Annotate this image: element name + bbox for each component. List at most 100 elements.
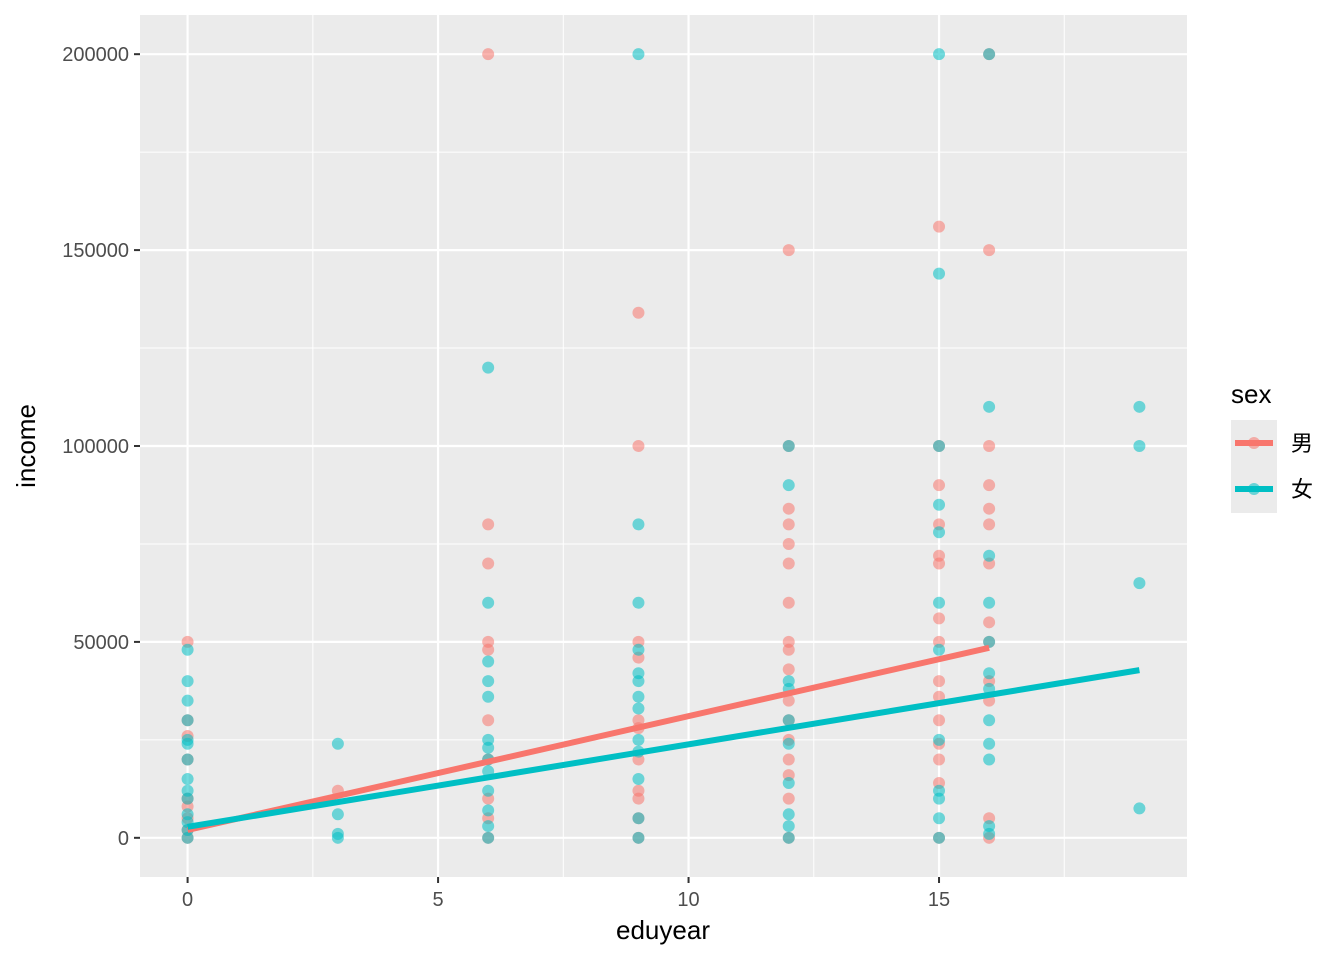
data-point (482, 361, 495, 374)
data-points (181, 48, 1146, 844)
data-point (331, 808, 344, 821)
data-point (782, 776, 795, 789)
data-point (983, 737, 996, 750)
data-point (933, 440, 946, 452)
x-tick-label: 0 (182, 889, 193, 911)
data-point (482, 820, 495, 833)
data-point (933, 557, 946, 570)
fit-lines (186, 644, 1140, 833)
data-point (933, 267, 946, 280)
data-point (632, 690, 645, 703)
y-tick-label: 50000 (73, 632, 129, 654)
data-point (983, 502, 996, 515)
data-point (983, 827, 996, 840)
data-point (933, 612, 946, 625)
data-point (983, 616, 996, 629)
data-point (632, 440, 645, 452)
data-point (181, 792, 194, 805)
x-tick-label: 15 (928, 889, 950, 911)
data-point (933, 526, 946, 539)
data-point (181, 694, 194, 707)
data-point (181, 773, 194, 786)
data-point (632, 733, 645, 746)
data-point (782, 808, 795, 821)
data-point (632, 831, 645, 844)
data-point (782, 244, 795, 257)
data-point (181, 643, 194, 656)
data-point (933, 596, 946, 609)
data-point (482, 690, 495, 703)
data-point (782, 557, 795, 570)
data-point (331, 737, 344, 750)
data-point (983, 48, 996, 61)
data-point (782, 714, 795, 727)
data-point (482, 675, 495, 688)
x-tick-label: 10 (677, 889, 699, 911)
data-point (782, 643, 795, 656)
legend-key-bg (1231, 420, 1277, 513)
legend-label: 男 (1291, 431, 1313, 456)
data-point (983, 753, 996, 766)
y-tick-label: 150000 (62, 240, 129, 262)
data-point (482, 784, 495, 797)
data-point (782, 737, 795, 750)
y-tick-label: 100000 (62, 436, 129, 458)
data-point (632, 306, 645, 319)
data-point (482, 831, 495, 844)
data-point (983, 714, 996, 727)
data-point (983, 479, 996, 492)
legend: sex 男女 (1231, 379, 1313, 513)
data-point (632, 675, 645, 688)
data-point (782, 753, 795, 766)
data-point (482, 714, 495, 727)
data-point (782, 518, 795, 531)
data-point (482, 655, 495, 668)
data-point (782, 831, 795, 844)
data-point (933, 831, 946, 844)
data-point (632, 596, 645, 609)
data-point (933, 792, 946, 805)
data-point (482, 741, 495, 754)
x-axis-label: eduyear (616, 915, 710, 945)
x-tick-label: 5 (433, 889, 444, 911)
data-point (181, 737, 194, 750)
data-point (933, 48, 946, 61)
data-point (181, 714, 194, 727)
data-point (632, 518, 645, 531)
data-point (632, 812, 645, 825)
legend-point-key (1248, 483, 1260, 495)
data-point (933, 714, 946, 727)
y-tick-label: 0 (118, 828, 129, 850)
data-point (983, 518, 996, 531)
major-gridlines (140, 15, 1187, 877)
data-point (331, 831, 344, 844)
data-point (983, 635, 996, 648)
fit-line (186, 644, 990, 833)
data-point (933, 643, 946, 656)
data-point (181, 675, 194, 688)
data-point (782, 479, 795, 492)
y-axis-label: income (11, 404, 41, 488)
data-point (782, 596, 795, 609)
data-point (933, 498, 946, 511)
data-point (1133, 802, 1146, 815)
data-point (933, 753, 946, 766)
data-point (983, 244, 996, 257)
data-point (782, 440, 795, 452)
data-point (782, 820, 795, 833)
data-point (983, 440, 996, 452)
data-point (933, 812, 946, 825)
data-point (482, 518, 495, 531)
data-point (632, 773, 645, 786)
fit-line (187, 667, 1140, 830)
data-point (782, 694, 795, 707)
data-point (933, 220, 946, 233)
data-point (983, 596, 996, 609)
data-point (782, 502, 795, 515)
legend-point-key (1248, 437, 1260, 449)
data-point (482, 643, 495, 656)
data-point (782, 792, 795, 805)
data-point (933, 675, 946, 688)
data-point (482, 48, 495, 61)
